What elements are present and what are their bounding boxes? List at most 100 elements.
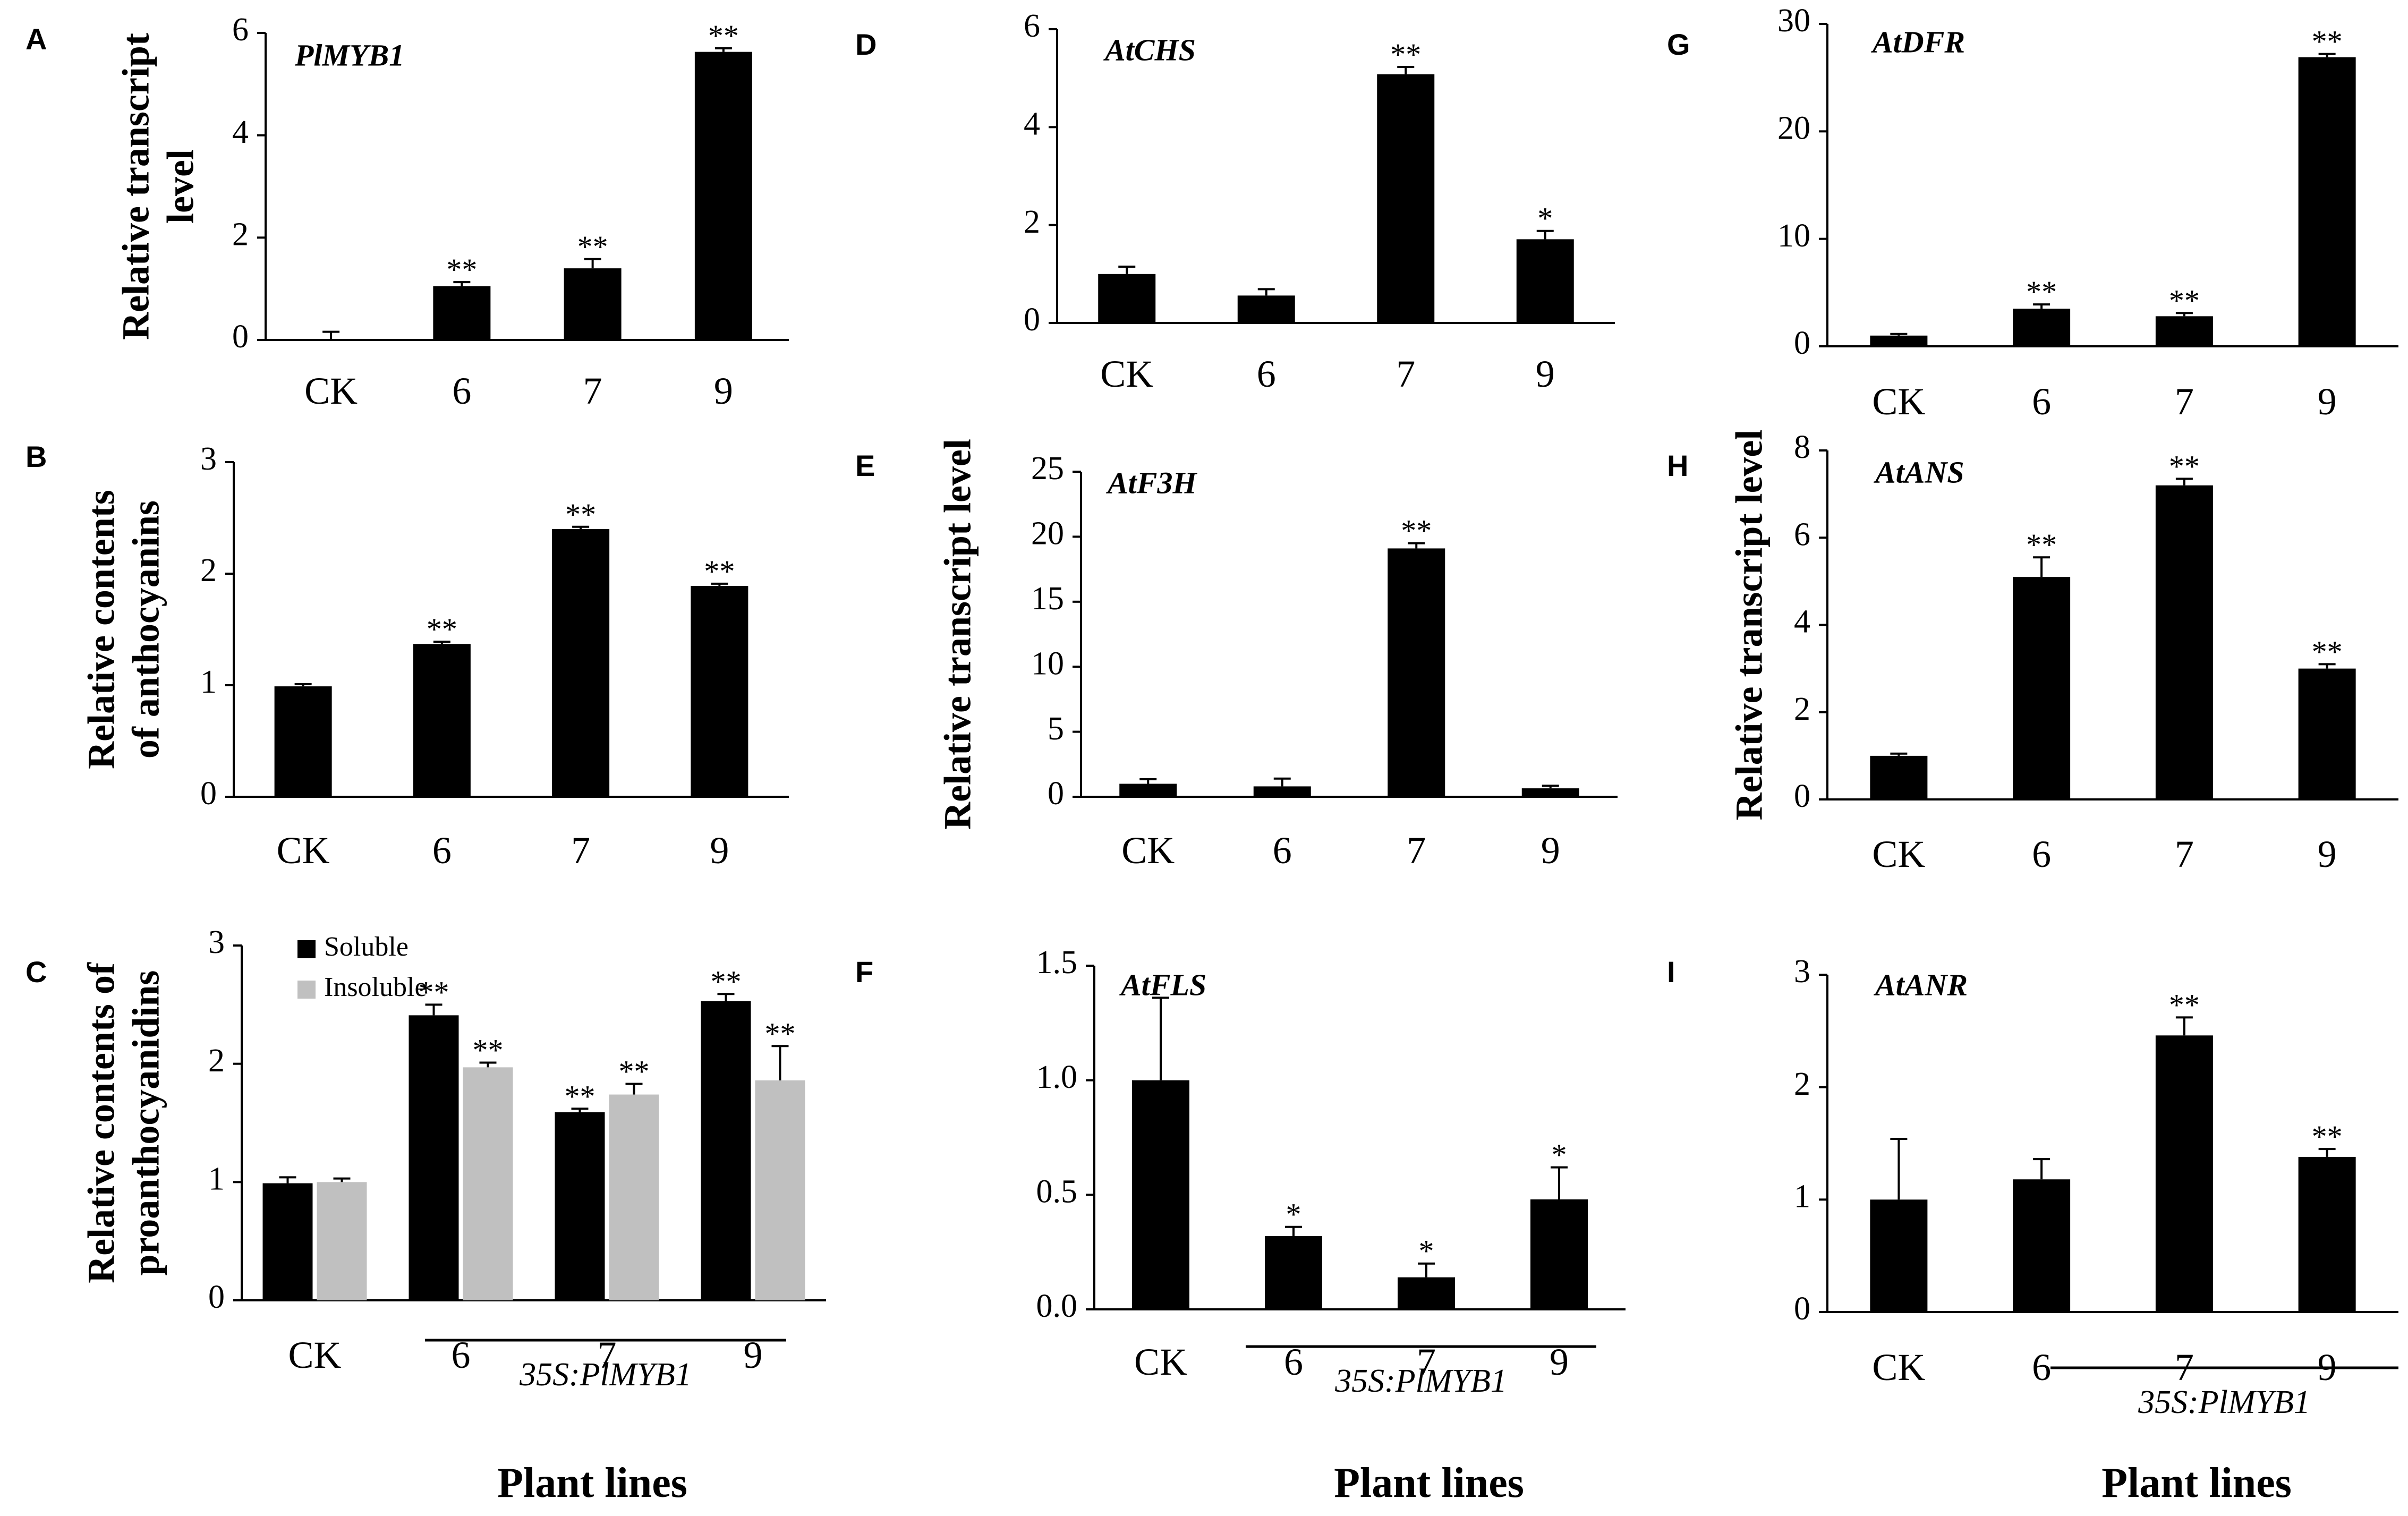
panel-d-bar (1377, 74, 1435, 323)
panel-i-ytick-label: 1 (1794, 1179, 1810, 1215)
panel-f-bar (1132, 1080, 1189, 1309)
panel-f-category-label: CK (1134, 1341, 1187, 1383)
panel-f-bar (1265, 1236, 1322, 1309)
panel-e-ytick-label: 15 (1031, 581, 1064, 617)
panel-e-ytick-label: 5 (1048, 711, 1064, 747)
panel-b-ytick-label: 3 (200, 441, 217, 477)
panel-i-gene-label: AtANR (1874, 967, 1968, 1002)
legend-label-insoluble: Insoluble (324, 972, 427, 1002)
panel-b-bar (691, 586, 748, 797)
panel-c-category-label: CK (288, 1334, 341, 1376)
panel-c-bar (262, 1183, 313, 1300)
panel-g-significance: ** (2169, 283, 2200, 318)
panel-i-bar (2155, 1035, 2213, 1312)
panel-g-bar (1870, 335, 1928, 346)
panel-d-ytick-label: 2 (1024, 204, 1040, 240)
legend-swatch-soluble (297, 940, 316, 958)
panel-c-ylabel: proanthocyanidins (125, 970, 167, 1276)
panel-b-ylabel: of anthocyanins (125, 500, 167, 759)
panel-c-bar (317, 1182, 367, 1300)
panel-c-bar (409, 1015, 459, 1300)
x-axis-title-left: Plant lines (497, 1460, 687, 1506)
panel-b-ylabel: Relative contents (80, 490, 123, 769)
panel-c-significance: ** (565, 1079, 595, 1113)
panel-a-bar (433, 286, 491, 340)
panel-h-significance: ** (2169, 449, 2200, 483)
panel-a-significance: ** (446, 252, 477, 287)
panel-e-bar (1388, 548, 1445, 797)
panel-a-ytick-label: 2 (232, 217, 249, 253)
panel-c-bar (755, 1080, 805, 1300)
panel-e-ytick-label: 10 (1031, 645, 1064, 682)
panel-d-ytick-label: 4 (1024, 106, 1040, 142)
panel-g-ytick-label: 20 (1777, 110, 1810, 147)
legend-swatch-insoluble (297, 981, 316, 999)
panel-h-bar (1870, 755, 1928, 799)
panel-c-bar (701, 1001, 751, 1300)
panel-h-ytick-label: 0 (1794, 778, 1810, 814)
panel-e-gene-label: AtF3H (1106, 465, 1197, 500)
panel-g-bar (2155, 316, 2213, 346)
panel-i-significance: ** (2169, 987, 2200, 1022)
panel-d-gene-label: AtCHS (1103, 32, 1196, 67)
panel-b-ytick-label: 2 (200, 552, 217, 589)
panel-h-bar (2155, 485, 2213, 799)
panel-h-ytick-label: 2 (1794, 691, 1810, 727)
panel-e-category-label: 6 (1273, 829, 1292, 872)
panel-d-significance: ** (1390, 37, 1421, 72)
panel-g-ytick-label: 0 (1794, 325, 1810, 361)
panel-h-category-label: 7 (2175, 833, 2194, 875)
panel-a-category-label: 6 (452, 370, 471, 412)
panel-d-category-label: 6 (1257, 353, 1276, 395)
panel-g-ytick-label: 30 (1777, 3, 1810, 39)
panel-c: C 0 1 2 3 Relative contents of proanthocyanidi… (25, 924, 826, 1376)
panel-c-significance: ** (473, 1033, 504, 1067)
panel-b-category-label: CK (277, 829, 330, 872)
panel-d-bar (1098, 274, 1156, 323)
panel-a-bar (694, 52, 752, 340)
panel-e-category-label: 7 (1407, 829, 1426, 872)
panel-c-significance: ** (765, 1016, 796, 1051)
panel-h-category-label: 6 (2032, 833, 2051, 875)
panel-e-ytick-label: 0 (1048, 776, 1064, 812)
panel-f-ytick-label: 0.5 (1036, 1174, 1078, 1210)
panel-b-ytick-label: 1 (200, 664, 217, 700)
panel-f-ytick-label: 1.5 (1036, 944, 1078, 981)
panel-e-ytick-label: 20 (1031, 516, 1064, 552)
panel-c-significance: ** (619, 1054, 650, 1089)
panel-d-category-label: 7 (1396, 353, 1415, 395)
panel-a-bar (302, 339, 360, 340)
panel-i-category-label: CK (1872, 1346, 1925, 1389)
panel-h-significance: ** (2026, 527, 2057, 562)
panel-a-category-label: 7 (583, 370, 602, 412)
panel-b-category-label: 9 (710, 829, 729, 872)
panel-c-bar (609, 1094, 659, 1300)
panel-i-ytick-label: 3 (1794, 953, 1810, 990)
panel-f-bar (1398, 1277, 1455, 1309)
panel-f-gene-label: AtFLS (1119, 967, 1206, 1002)
panel-g-category-label: 9 (2318, 380, 2337, 423)
genotype-label-middle: 35S:PlMYB1 (1334, 1363, 1507, 1399)
panel-e: E 0 5 10 15 20 25 Relative transcript level AtF3… (855, 439, 1618, 872)
panel-d-category-label: CK (1100, 353, 1153, 395)
genotype-label-left: 35S:PlMYB1 (519, 1357, 692, 1393)
panel-i-category-label: 6 (2032, 1346, 2051, 1389)
panel-e-bar (1119, 783, 1177, 797)
panel-b-category-label: 7 (571, 829, 590, 872)
panel-g-ytick-label: 10 (1777, 218, 1810, 254)
panel-a-ylabel: Relative transcript (115, 33, 157, 340)
panel-c-label: C (25, 955, 47, 989)
panel-f-ytick-label: 1.0 (1036, 1059, 1078, 1095)
panel-b-bar (413, 644, 471, 797)
panel-i-ytick-label: 0 (1794, 1291, 1810, 1327)
panel-g-significance: ** (2312, 24, 2343, 59)
panel-i-significance: ** (2312, 1119, 2343, 1154)
panel-b-label: B (25, 440, 47, 473)
panels: A 0 2 4 6 Relative transcript level PlMYB1 CK 6 7 9… (25, 3, 2398, 1389)
panel-f-ytick-label: 0.0 (1036, 1288, 1078, 1324)
panel-e-ytick-label: 25 (1031, 450, 1064, 487)
panel-e-significance: ** (1401, 514, 1432, 548)
